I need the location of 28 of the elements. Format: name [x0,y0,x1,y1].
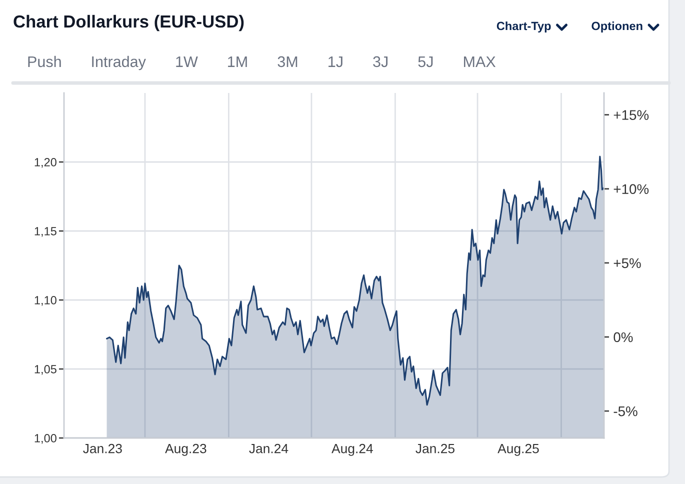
y2-tick-label: -5% [614,406,638,416]
text: 1J [328,56,342,68]
text: 1W [176,56,198,67]
text: Intraday [92,56,146,70]
x-tick-label: Jan.24 [249,444,288,454]
y2-tick-label: 0% [614,332,633,342]
y-tick-label: 1,15 [34,227,56,237]
x-tick-label: Jan.25 [416,444,454,454]
text: 5J [418,56,433,68]
y-tick-label: 1,05 [34,365,56,375]
x-tick-label: Aug.25 [498,444,539,456]
text: 3M [278,56,298,68]
x-tick-label: Aug.24 [332,444,373,456]
text: 1M [228,56,247,67]
text: Push [28,56,61,68]
x-tick-label: Aug.23 [165,444,206,456]
y2-tick-label: +15% [614,110,649,120]
chart-title: Chart Dollarkurs (EUR-USD) [14,14,244,32]
text: MAX [464,56,496,67]
text: Optionen [592,22,642,32]
y-tick-label: 1,00 [34,434,56,444]
y2-tick-label: +10% [614,184,649,194]
y-tick-label: 1,20 [34,158,56,168]
y2-tick-label: +5% [614,258,641,268]
y-tick-label: 1,10 [34,296,56,306]
text: 3J [373,56,388,68]
text: Chart-Typ [496,22,551,32]
x-tick-label: Jan.23 [83,444,122,454]
